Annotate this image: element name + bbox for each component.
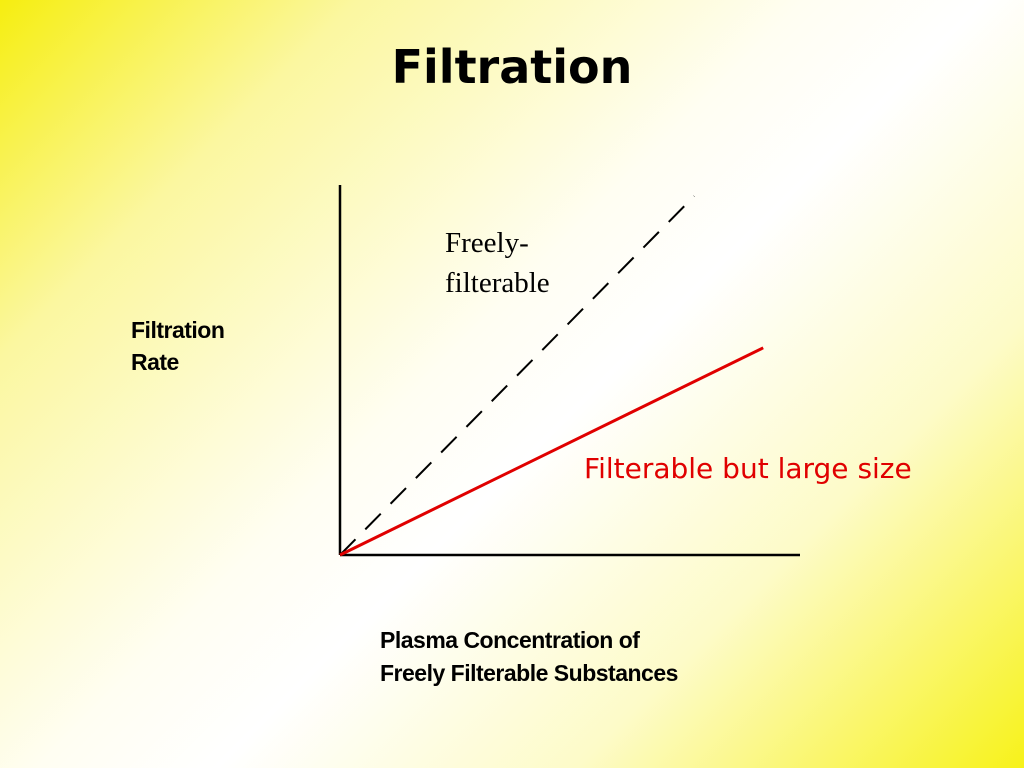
y-axis-label-line-1: Filtration [131, 317, 225, 343]
x-axis-label: Plasma Concentration of Freely Filterabl… [380, 624, 678, 690]
series-layer [339, 195, 764, 557]
y-axis-label-line-2: Rate [131, 349, 179, 375]
series-label-freely-filterable-line-1: Freely- [445, 227, 529, 259]
series-label-large-size: Filterable but large size [584, 452, 912, 485]
series-line-large-size [339, 346, 764, 557]
y-axis-label: Filtration Rate [131, 314, 225, 378]
x-axis-label-line-1: Plasma Concentration of [380, 627, 640, 653]
series-line-freely-filterable [339, 195, 695, 556]
series-label-freely-filterable: Freely- filterable [445, 223, 550, 303]
series-label-freely-filterable-line-2: filterable [445, 267, 550, 299]
slide-title: Filtration [391, 40, 633, 94]
x-axis-label-line-2: Freely Filterable Substances [380, 660, 678, 686]
